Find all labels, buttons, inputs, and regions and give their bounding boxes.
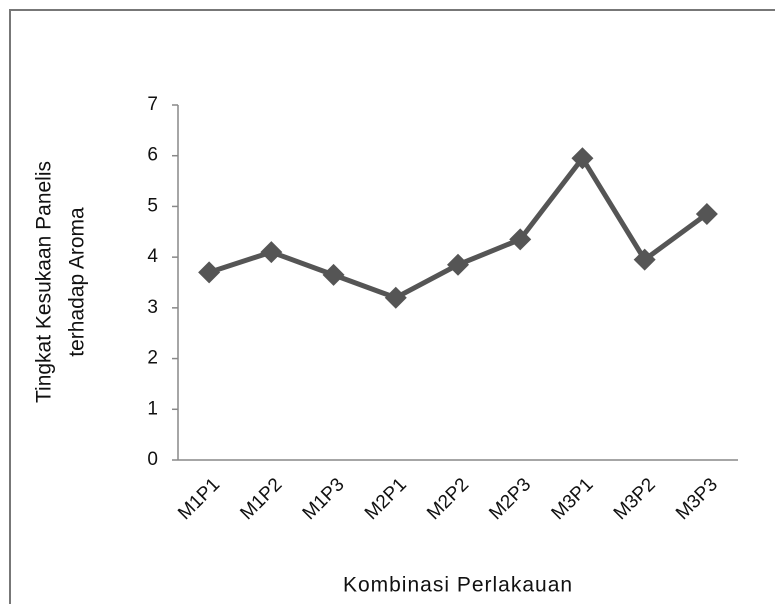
y-tick-label: 7 [147,94,158,115]
x-tick-label: M3P3 [672,474,722,524]
x-tick-label: M2P1 [361,474,411,524]
x-tick-label: M2P3 [485,474,535,524]
y-tick-label: 4 [147,246,158,267]
data-point [509,228,532,251]
data-point [384,286,407,309]
data-point [198,261,221,284]
y-tick-label: 1 [147,398,158,419]
x-tick-label: M1P2 [236,474,286,524]
y-tick-label: 0 [147,449,158,470]
x-tick-label: M1P1 [174,474,224,524]
y-tick-label: 3 [147,297,158,318]
data-point [571,147,594,170]
x-tick-label: M3P1 [548,474,598,524]
x-tick-label: M3P2 [610,474,660,524]
data-point [447,253,469,276]
y-tick-label: 6 [147,145,158,166]
series-line [208,155,709,301]
x-tick-label: M2P2 [423,474,473,524]
y-tick-label: 2 [147,348,158,369]
x-tick-label: M1P3 [299,474,349,524]
data-point [633,248,656,271]
y-axis-title-line: terhadap Aroma [66,207,89,357]
data-point [322,263,345,286]
y-axis-title: Tingkat Kesukaan Panelis terhadap Aroma [33,161,89,403]
chart-frame [9,9,775,604]
x-axis-title: Kombinasi Perlakauan [343,574,573,597]
y-axis-title-line: Tingkat Kesukaan Panelis [33,161,56,403]
data-point [695,203,718,226]
y-tick-label: 5 [147,195,158,216]
data-point [260,241,283,264]
